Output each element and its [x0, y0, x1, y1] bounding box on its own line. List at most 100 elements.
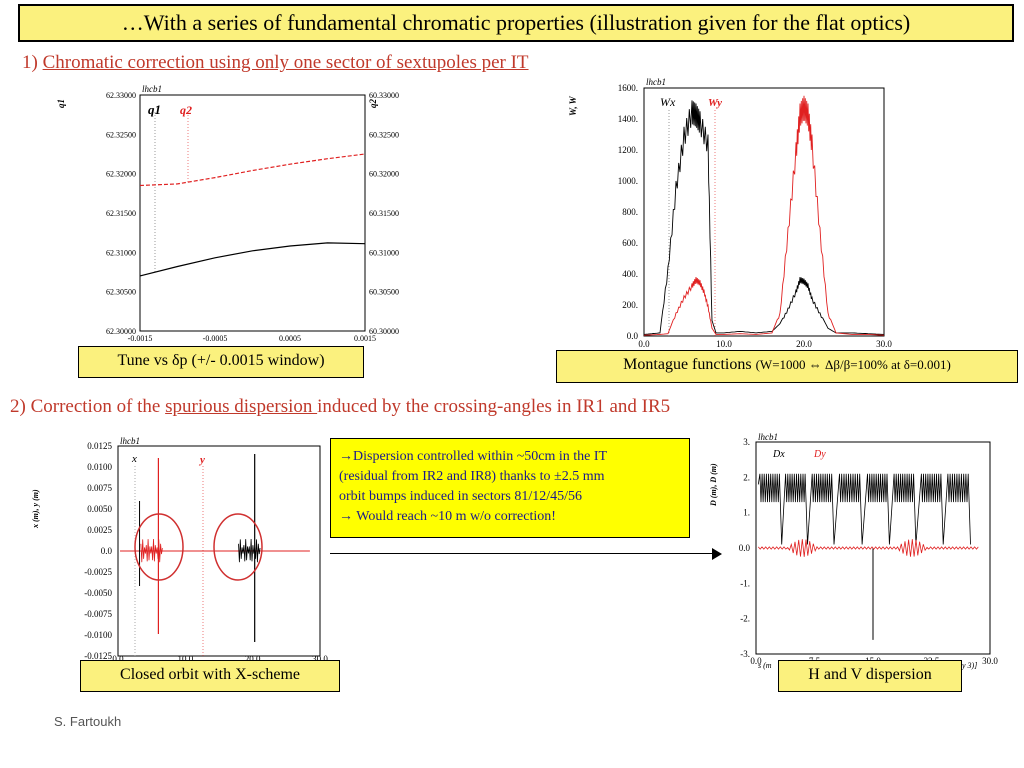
dispersion-ytick-label-3: 0.0	[739, 543, 751, 553]
dispersion-xtick-label-4: 30.0	[982, 656, 998, 666]
orbit-ytick-label-9: -0.0100	[84, 630, 112, 640]
montague-chart-tag: lhcb1	[646, 77, 666, 87]
orbit-ytick-label-1: 0.0100	[87, 462, 112, 472]
orbit-ytick-label-10: -0.0125	[84, 651, 112, 661]
note-line-4: → Would reach ~10 m w/o correction!	[339, 509, 556, 524]
tune-q2-legend: q2	[180, 103, 192, 117]
montague-chart-ylabel: W, W	[568, 95, 578, 116]
dispersion-chart-frame	[755, 441, 991, 655]
montague-wx-legend: Wx	[660, 95, 676, 109]
tune-xtick-label-3: 0.0015	[354, 334, 376, 343]
dispersion-xtick-label-0: 0.0	[750, 656, 762, 666]
tune-chart-tag: lhcb1	[142, 84, 162, 94]
author-footer: S. Fartoukh	[54, 714, 122, 729]
montague-caption-small: (W=1000 ⇔ Δβ/β=100% at δ=0.001)	[755, 357, 951, 372]
montague-xtick-label-0: 0.0	[638, 339, 650, 349]
orbit-highlight-circle-ir5	[213, 513, 263, 581]
tune-xtick-label-2: 0.0005	[279, 334, 301, 343]
tune-y2tick-label-0: 60.33000	[369, 91, 399, 100]
dispersion-ytick-label-5: -2.	[740, 614, 750, 624]
orbit-xtick-label-1: 10.0	[177, 654, 193, 664]
orbit-ytick-label-7: -0.0050	[84, 588, 112, 598]
dispersion-dy-legend: Dy	[813, 449, 826, 460]
connector-arrow-head	[712, 548, 722, 560]
orbit-xtick-label-2: 20.0	[245, 654, 261, 664]
orbit-chart-ylabel: x (m), y (m)	[31, 489, 40, 529]
orbit-ytick-label-0: 0.0125	[87, 441, 112, 451]
tune-chart-frame	[139, 94, 366, 332]
orbit-xtick-label-0: 0.0	[112, 654, 124, 664]
section2-suffix: induced by the crossing-angles in IR1 an…	[317, 396, 671, 417]
slide-title: …With a series of fundamental chromatic …	[18, 4, 1014, 42]
dispersion-note-box: →Dispersion controlled within ~50cm in t…	[330, 438, 690, 538]
section1-text: Chromatic correction using only one sect…	[42, 52, 529, 73]
orbit-ytick-label-5: 0.0	[101, 546, 113, 556]
tune-q1-legend: q1	[148, 102, 161, 117]
montague-chart-frame	[643, 87, 885, 337]
dispersion-ytick-label-0: 3.	[743, 437, 750, 447]
orbit-highlight-circle-ir1	[134, 513, 184, 581]
section2-underlined: spurious dispersion	[165, 396, 318, 417]
orbit-ytick-label-2: 0.0075	[87, 483, 112, 493]
orbit-series-y-ir1	[140, 538, 163, 563]
montague-caption-main: Montague functions	[623, 356, 752, 373]
tune-xtick-label-1: -0.0005	[203, 334, 228, 343]
montague-ytick-label-4: 800.	[622, 207, 638, 217]
montague-ytick-label-8: 0.0	[627, 331, 639, 341]
montague-ytick-label-2: 1200.	[618, 145, 638, 155]
dispersion-ytick-label-4: -1.	[740, 578, 750, 588]
orbit-ytick-label-8: -0.0075	[84, 609, 112, 619]
tune-series-q1	[139, 242, 366, 277]
dispersion-series-Dx	[757, 473, 971, 545]
tune-ytick-label-1: 62.32500	[106, 130, 136, 139]
orbit-x-legend: x	[131, 453, 137, 465]
tune-y2tick-label-5: 60.30500	[369, 288, 399, 297]
tune-chart-y2label: q2	[368, 99, 378, 109]
dispersion-ytick-label-2: 1.	[743, 508, 750, 518]
montague-ytick-label-6: 400.	[622, 269, 638, 279]
orbit-ytick-label-6: -0.0025	[84, 567, 112, 577]
tune-y2tick-label-4: 60.31000	[369, 248, 399, 257]
montague-ytick-label-5: 600.	[622, 238, 638, 248]
orbit-ytick-label-3: 0.0050	[87, 504, 112, 514]
connector-arrow-line	[330, 553, 720, 554]
tune-y2tick-label-2: 60.32000	[369, 170, 399, 179]
montague-series-Wy	[643, 95, 885, 336]
tune-chart-ylabel: q1	[56, 99, 66, 108]
orbit-chart: lhcb1 x (m), y (m) 0.0125 0.0100 0.0075 0.0…	[31, 436, 328, 664]
tune-ytick-label-5: 62.30500	[106, 288, 136, 297]
montague-ytick-label-7: 200.	[622, 300, 638, 310]
note-line-1: →Dispersion controlled within ~50cm in t…	[339, 449, 608, 464]
montague-caption: Montague functions (W=1000 ⇔ Δβ/β=100% a…	[556, 350, 1018, 383]
montague-xtick-label-3: 30.0	[876, 339, 892, 349]
tune-y2tick-label-3: 60.31500	[369, 209, 399, 218]
tune-xtick-label-0: -0.0015	[128, 334, 153, 343]
montague-ytick-label-3: 1000.	[618, 176, 638, 186]
montague-chart: lhcb1 W, W 1600. 1400. 1200. 1000. 800. 600. 4…	[568, 77, 892, 349]
orbit-chart-tag: lhcb1	[120, 436, 140, 446]
dispersion-chart-xlabel: s (m	[758, 661, 772, 670]
tune-ytick-label-2: 62.32000	[106, 170, 136, 179]
dispersion-ytick-label-6: -3.	[740, 649, 750, 659]
montague-ytick-label-1: 1400.	[618, 114, 638, 124]
section2-heading: 2) Correction of the spurious dispersion…	[10, 396, 670, 418]
montague-xtick-label-1: 10.0	[716, 339, 732, 349]
montague-xtick-label-2: 20.0	[796, 339, 812, 349]
orbit-chart-frame	[117, 445, 321, 657]
tune-y2tick-label-6: 60.30000	[369, 327, 399, 336]
note-line-2: (residual from IR2 and IR8) thanks to ±2…	[339, 469, 605, 484]
dispersion-chart-xlabel-suffix: y 3)]	[961, 661, 977, 670]
tune-y2tick-label-1: 60.32500	[369, 130, 399, 139]
tune-series-q2	[139, 153, 366, 187]
orbit-ytick-label-4: 0.0025	[87, 525, 112, 535]
dispersion-caption: H and V dispersion	[778, 660, 962, 692]
dispersion-series-Dy	[757, 539, 979, 557]
orbit-y-legend: y	[198, 454, 205, 466]
note-line-3: orbit bumps induced in sectors 81/12/45/…	[339, 489, 583, 504]
montague-wy-legend: Wy	[708, 97, 722, 109]
dispersion-dx-legend: Dx	[772, 449, 785, 460]
orbit-caption: Closed orbit with X-scheme	[80, 660, 340, 692]
dispersion-chart-ylabel: D (m), D (m)	[709, 463, 718, 507]
tune-caption: Tune vs δp (+/- 0.0015 window)	[78, 346, 364, 378]
orbit-xtick-label-3: 30.0	[312, 654, 328, 664]
